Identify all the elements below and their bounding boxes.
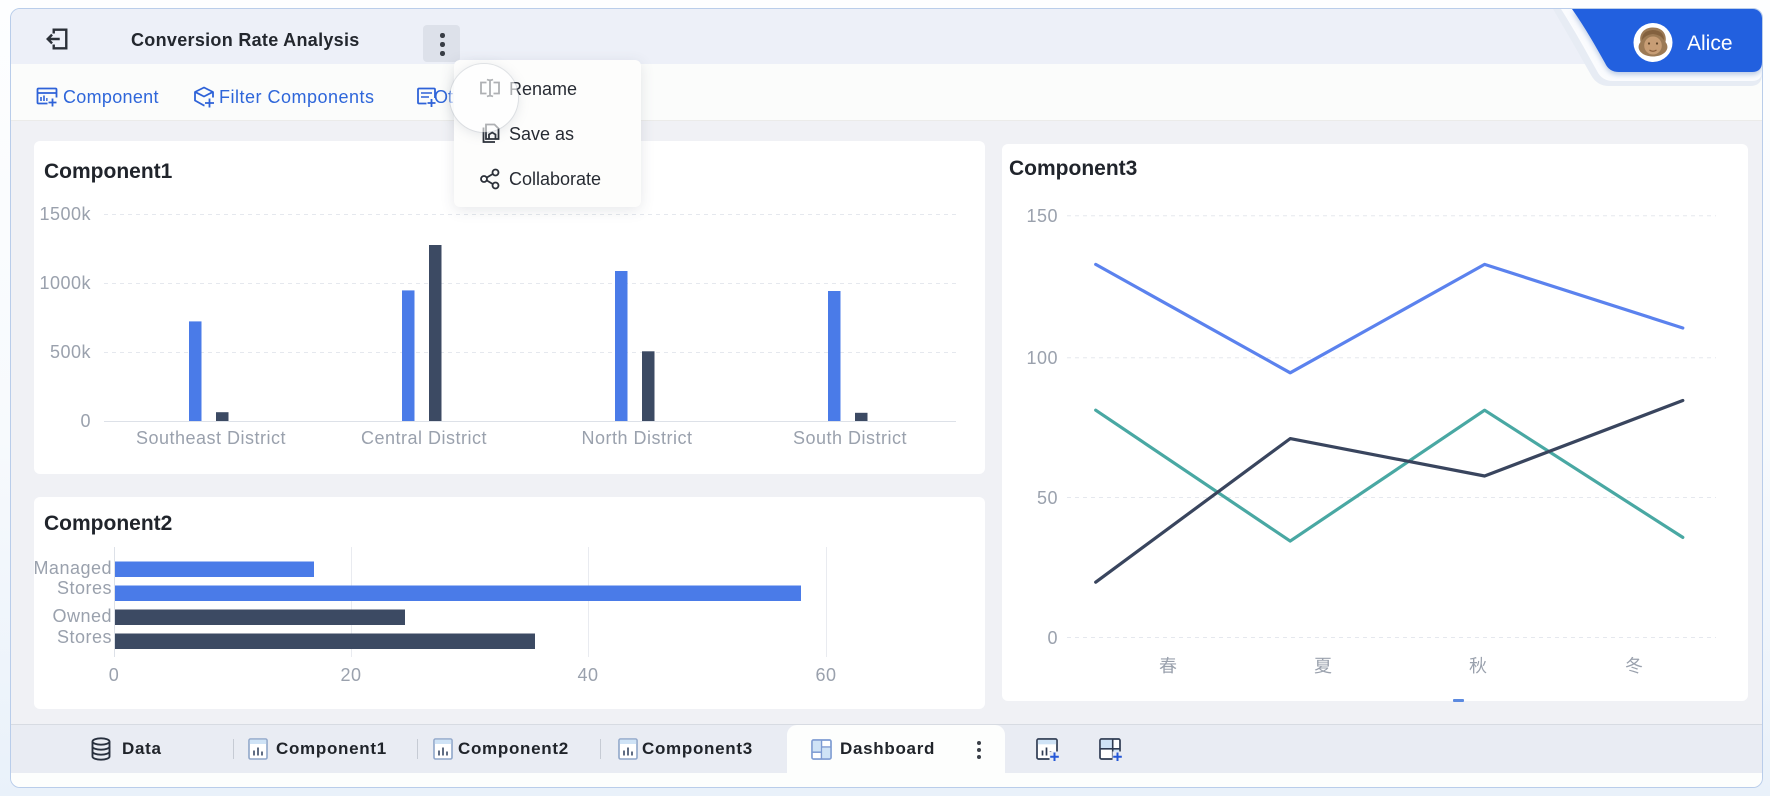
svg-text:20: 20 — [340, 665, 361, 685]
svg-text:North District: North District — [581, 428, 692, 448]
svg-text:500k: 500k — [50, 342, 92, 362]
svg-text:1500k: 1500k — [39, 204, 91, 224]
svg-text:100: 100 — [1026, 348, 1058, 368]
svg-text:1000k: 1000k — [39, 273, 91, 293]
svg-text:Owned: Owned — [52, 606, 112, 626]
svg-text:0: 0 — [109, 665, 120, 685]
svg-text:0: 0 — [80, 411, 91, 431]
svg-text:Component2: Component2 — [44, 512, 172, 535]
svg-text:Component3: Component3 — [1009, 157, 1137, 180]
svg-text:Central District: Central District — [361, 428, 487, 448]
svg-text:South District: South District — [793, 428, 907, 448]
svg-text:Component1: Component1 — [44, 160, 173, 183]
svg-text:Stores: Stores — [57, 627, 112, 647]
svg-text:Alice: Alice — [1687, 32, 1733, 55]
svg-text:Managed: Managed — [34, 558, 112, 578]
svg-text:0: 0 — [1047, 628, 1058, 648]
svg-text:Southeast District: Southeast District — [136, 428, 286, 448]
svg-text:40: 40 — [577, 665, 598, 685]
svg-text:Stores: Stores — [57, 578, 112, 598]
svg-text:150: 150 — [1026, 206, 1058, 226]
svg-text:50: 50 — [1037, 488, 1058, 508]
svg-text:60: 60 — [815, 665, 836, 685]
